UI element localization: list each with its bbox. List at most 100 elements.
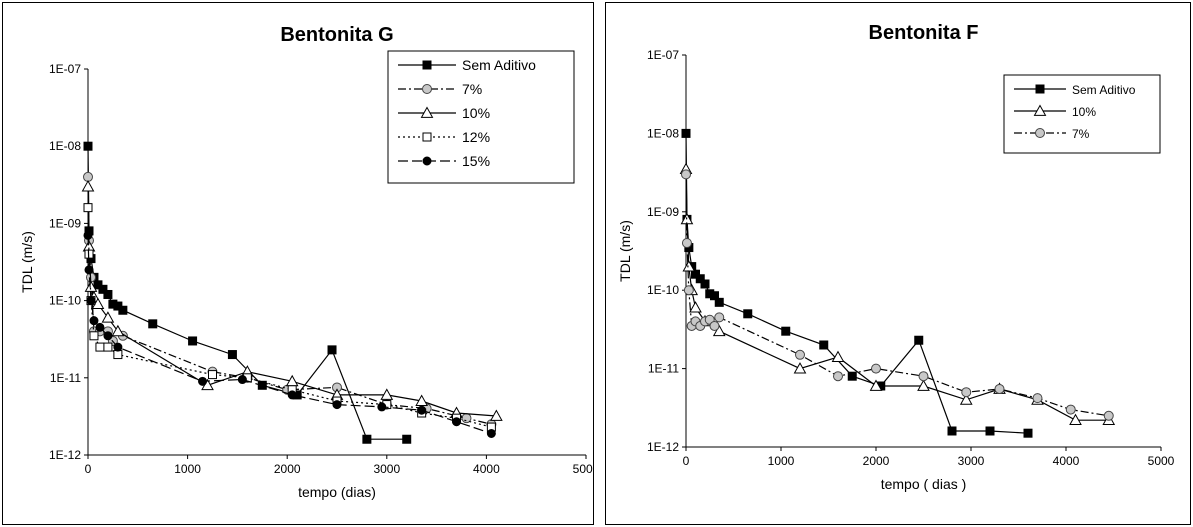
chart-bentonita-g: Bentonita G 1E-12 1E-11 1E-10 1E-09 1E-08 1E-0… — [19, 24, 593, 500]
legend-marker — [1033, 104, 1047, 116]
x-tick-label: 5000 — [573, 462, 593, 476]
data-point — [793, 362, 807, 374]
data-point — [101, 311, 115, 323]
data-point — [95, 322, 105, 332]
series-15pct — [83, 230, 496, 438]
data-point — [208, 370, 217, 380]
data-point — [712, 324, 726, 337]
legend-item: 15% — [398, 153, 490, 169]
data-point — [227, 350, 237, 360]
y-tick-label: 1E-10 — [647, 283, 679, 297]
data-point — [918, 371, 929, 382]
data-point — [113, 342, 123, 352]
series-10pct — [679, 162, 1116, 426]
data-point — [681, 237, 692, 248]
data-point — [148, 319, 158, 329]
data-point — [237, 375, 247, 385]
x-tick-label: 2000 — [274, 462, 301, 476]
data-point — [103, 342, 113, 352]
data-point — [83, 203, 93, 213]
data-point — [81, 180, 95, 192]
legend-label: Sem Aditivo — [1072, 83, 1136, 97]
x-tick-label: 1000 — [174, 462, 201, 476]
chart-bentonita-f: Bentonita F 1E-12 1E-11 1E-10 1E-09 1E-08 1E-0… — [617, 22, 1175, 492]
data-point — [1069, 413, 1082, 426]
legend-label: 7% — [462, 81, 482, 97]
data-point — [985, 426, 995, 436]
data-point — [380, 388, 394, 400]
data-point — [103, 331, 113, 341]
x-tick-label: 1000 — [768, 454, 795, 468]
legend-item: Sem Aditivo — [398, 57, 536, 73]
legend-item: 7% — [1014, 127, 1090, 141]
data-point — [831, 350, 845, 363]
data-point — [198, 376, 208, 386]
legend-marker — [420, 106, 434, 118]
legend-marker — [422, 60, 432, 70]
y-tick-label: 1E-07 — [647, 48, 679, 62]
data-point — [691, 269, 700, 279]
data-point — [683, 285, 694, 296]
data-point — [917, 379, 930, 391]
data-point — [795, 349, 805, 360]
series-10pct — [81, 180, 503, 421]
legend-item: 10% — [1014, 104, 1096, 119]
x-tick-label: 0 — [85, 462, 92, 476]
x-axis-label: tempo (dias) — [298, 484, 376, 500]
data-point — [402, 434, 412, 444]
data-point — [869, 379, 883, 391]
legend-label: 7% — [1072, 127, 1090, 141]
legend-label: 10% — [462, 105, 490, 121]
data-point — [961, 387, 972, 398]
data-point — [689, 301, 702, 313]
data-point — [710, 291, 719, 301]
y-tick-label: 1E-10 — [49, 294, 81, 308]
series-7pct — [681, 169, 1114, 421]
data-point — [743, 309, 753, 319]
x-axis-label: tempo ( dias ) — [881, 476, 967, 492]
data-point — [83, 141, 93, 151]
data-point — [86, 296, 96, 306]
y-tick-label: 1E-08 — [49, 139, 81, 153]
data-point — [681, 128, 691, 138]
chart-panel-bentonita-g: Bentonita G 1E-12 1E-11 1E-10 1E-09 1E-08 1E-0… — [2, 2, 594, 525]
x-tick-label: 4000 — [1053, 454, 1080, 468]
data-point — [871, 363, 881, 374]
data-point — [188, 336, 198, 346]
y-tick-label: 1E-09 — [647, 205, 679, 219]
y-axis-label: TDL (m/s) — [617, 220, 633, 282]
legend-label: 15% — [462, 153, 490, 169]
legend-item: 12% — [398, 129, 490, 145]
data-point — [959, 393, 973, 405]
data-point — [111, 324, 125, 337]
series-line — [685, 174, 1109, 417]
data-point — [332, 400, 342, 410]
series-line — [685, 169, 1109, 421]
data-point — [327, 345, 337, 355]
data-point — [695, 274, 705, 284]
chart-title: Bentonita G — [280, 24, 393, 46]
legend-item: 7% — [398, 81, 482, 97]
data-point — [819, 340, 829, 350]
data-point — [415, 394, 429, 406]
data-point — [781, 326, 791, 336]
y-axis-label: TDL (m/s) — [19, 231, 35, 293]
legend-marker — [422, 156, 432, 166]
data-point — [98, 284, 108, 294]
data-point — [700, 279, 710, 289]
chart-title: Bentonita F — [869, 22, 979, 44]
legend-item: Sem Aditivo — [1014, 83, 1136, 97]
x-tick-label: 5000 — [1148, 454, 1175, 468]
data-point — [490, 409, 503, 421]
data-point — [118, 305, 128, 315]
legend-marker — [422, 132, 432, 142]
data-point — [486, 428, 496, 438]
legend-marker — [422, 84, 432, 94]
data-point — [95, 342, 105, 352]
data-point — [1065, 404, 1076, 415]
data-point — [1023, 428, 1033, 438]
x-tick-label: 3000 — [958, 454, 985, 468]
legend-marker — [1035, 84, 1045, 94]
data-point — [83, 230, 93, 240]
data-point — [417, 405, 427, 415]
